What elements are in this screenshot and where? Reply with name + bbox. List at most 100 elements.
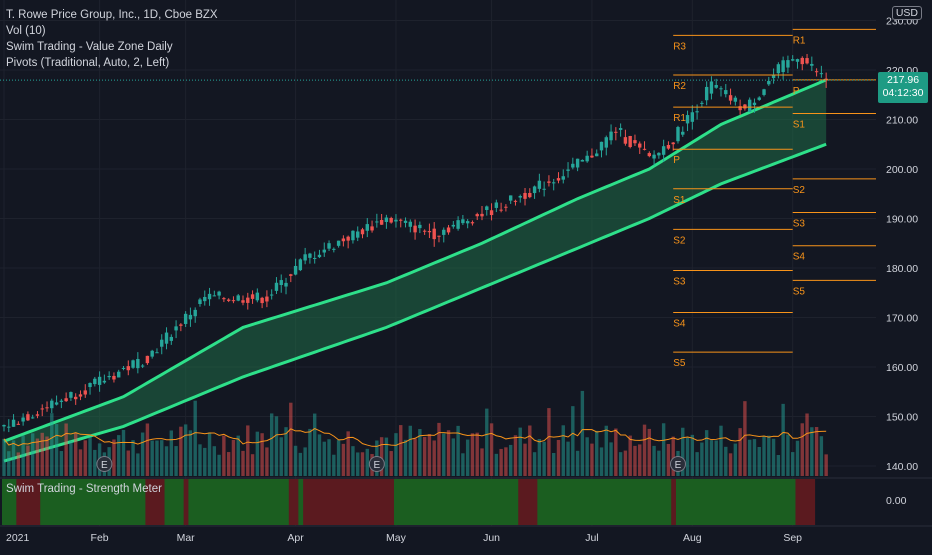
symbol-title[interactable]: T. Rowe Price Group, Inc., 1D, Cboe BZX bbox=[6, 9, 218, 21]
strength-segment bbox=[393, 479, 519, 525]
candle-body bbox=[293, 265, 298, 275]
candle-body bbox=[69, 392, 73, 398]
currency-badge[interactable]: USD bbox=[891, 6, 922, 20]
candle-body bbox=[595, 153, 599, 157]
volume-bar bbox=[494, 453, 499, 476]
candle-body bbox=[255, 292, 260, 301]
candle-body bbox=[432, 228, 436, 240]
candle-body bbox=[762, 89, 766, 95]
candle-body bbox=[298, 259, 303, 271]
candle-body bbox=[336, 240, 341, 246]
volume-bar bbox=[747, 439, 752, 476]
candle-body bbox=[618, 128, 623, 130]
volume-bar bbox=[274, 416, 279, 476]
pivots-legend[interactable]: Pivots (Traditional, Auto, 2, Left) bbox=[6, 57, 170, 69]
candle-body bbox=[341, 238, 346, 242]
candle-body bbox=[532, 186, 537, 194]
candle-body bbox=[207, 293, 212, 300]
candle-body bbox=[107, 375, 111, 378]
candle-body bbox=[140, 365, 145, 367]
candle-body bbox=[523, 192, 527, 199]
volume-bar bbox=[322, 441, 326, 476]
candle-body bbox=[93, 378, 97, 385]
volume-bar bbox=[728, 453, 733, 476]
candle-body bbox=[805, 58, 809, 64]
candle-body bbox=[160, 339, 164, 347]
strength-segment bbox=[675, 479, 796, 525]
volume-legend[interactable]: Vol (10) bbox=[6, 25, 46, 37]
volume-bar bbox=[83, 440, 87, 476]
candle-body bbox=[88, 383, 92, 388]
candle-body bbox=[164, 332, 169, 344]
pivot-label: S5 bbox=[673, 358, 686, 369]
volume-bar bbox=[403, 439, 408, 476]
candle-body bbox=[332, 248, 336, 250]
candle-body bbox=[728, 95, 733, 101]
volume-bar bbox=[781, 403, 785, 476]
volume-bar bbox=[695, 452, 699, 476]
earnings-marker-label: E bbox=[101, 460, 108, 471]
candle-body bbox=[241, 300, 245, 303]
time-axis-label: Jun bbox=[483, 532, 500, 544]
candle-body bbox=[59, 400, 64, 402]
volume-bar bbox=[814, 427, 819, 476]
candle-body bbox=[97, 376, 102, 385]
candle-body bbox=[628, 135, 632, 148]
volume-bar bbox=[284, 427, 288, 476]
volume-bar bbox=[786, 434, 790, 476]
volume-bar bbox=[633, 445, 637, 476]
candle-body bbox=[685, 115, 690, 124]
candle-body bbox=[776, 64, 781, 74]
candle-body bbox=[222, 298, 226, 300]
strength-segment bbox=[303, 479, 395, 525]
volume-bar bbox=[160, 440, 164, 476]
candle-body bbox=[265, 296, 269, 302]
volume-bar bbox=[810, 427, 814, 476]
pivot-label: P bbox=[793, 86, 800, 97]
strength-segment bbox=[164, 479, 185, 525]
candle-body bbox=[183, 313, 188, 324]
candle-body bbox=[518, 196, 522, 198]
pivot-label: R1 bbox=[793, 35, 806, 46]
strength-axis-label: 0.00 bbox=[886, 495, 907, 507]
value-zone-legend[interactable]: Swim Trading - Value Zone Daily bbox=[6, 41, 173, 53]
candle-body bbox=[661, 146, 666, 155]
candle-body bbox=[78, 394, 83, 397]
volume-bar bbox=[599, 447, 604, 476]
candle-body bbox=[614, 131, 618, 133]
volume-bar bbox=[313, 413, 317, 476]
strength-segment bbox=[145, 479, 166, 525]
volume-bar bbox=[709, 440, 714, 476]
volume-bar bbox=[289, 402, 293, 476]
volume-bar bbox=[762, 436, 766, 476]
candle-body bbox=[308, 253, 312, 258]
candle-body bbox=[752, 102, 757, 106]
candle-body bbox=[198, 299, 202, 305]
strength-segment bbox=[671, 479, 677, 525]
time-axis-label: 2021 bbox=[6, 532, 30, 544]
volume-bar bbox=[685, 437, 690, 476]
candle-body bbox=[74, 396, 78, 400]
volume-bar bbox=[21, 435, 25, 476]
candle-body bbox=[666, 144, 671, 149]
strength-meter-label[interactable]: Swim Trading - Strength Meter bbox=[6, 483, 162, 495]
value-zone-fill bbox=[4, 79, 827, 462]
volume-bar bbox=[609, 442, 613, 476]
volume-bar bbox=[652, 445, 656, 476]
volume-bar bbox=[575, 450, 580, 476]
volume-bar bbox=[714, 440, 718, 476]
candle-body bbox=[504, 206, 508, 208]
volume-bar bbox=[88, 436, 92, 476]
candle-body bbox=[327, 243, 331, 249]
volume-bar bbox=[74, 432, 78, 476]
volume-bar bbox=[566, 441, 570, 476]
pivot-label: S3 bbox=[793, 219, 806, 230]
candle-body bbox=[365, 224, 369, 231]
earnings-marker bbox=[368, 456, 385, 472]
volume-bar bbox=[470, 433, 475, 476]
candle-body bbox=[657, 152, 661, 156]
candle-body bbox=[671, 142, 675, 145]
time-axis-label: Jul bbox=[585, 532, 598, 544]
